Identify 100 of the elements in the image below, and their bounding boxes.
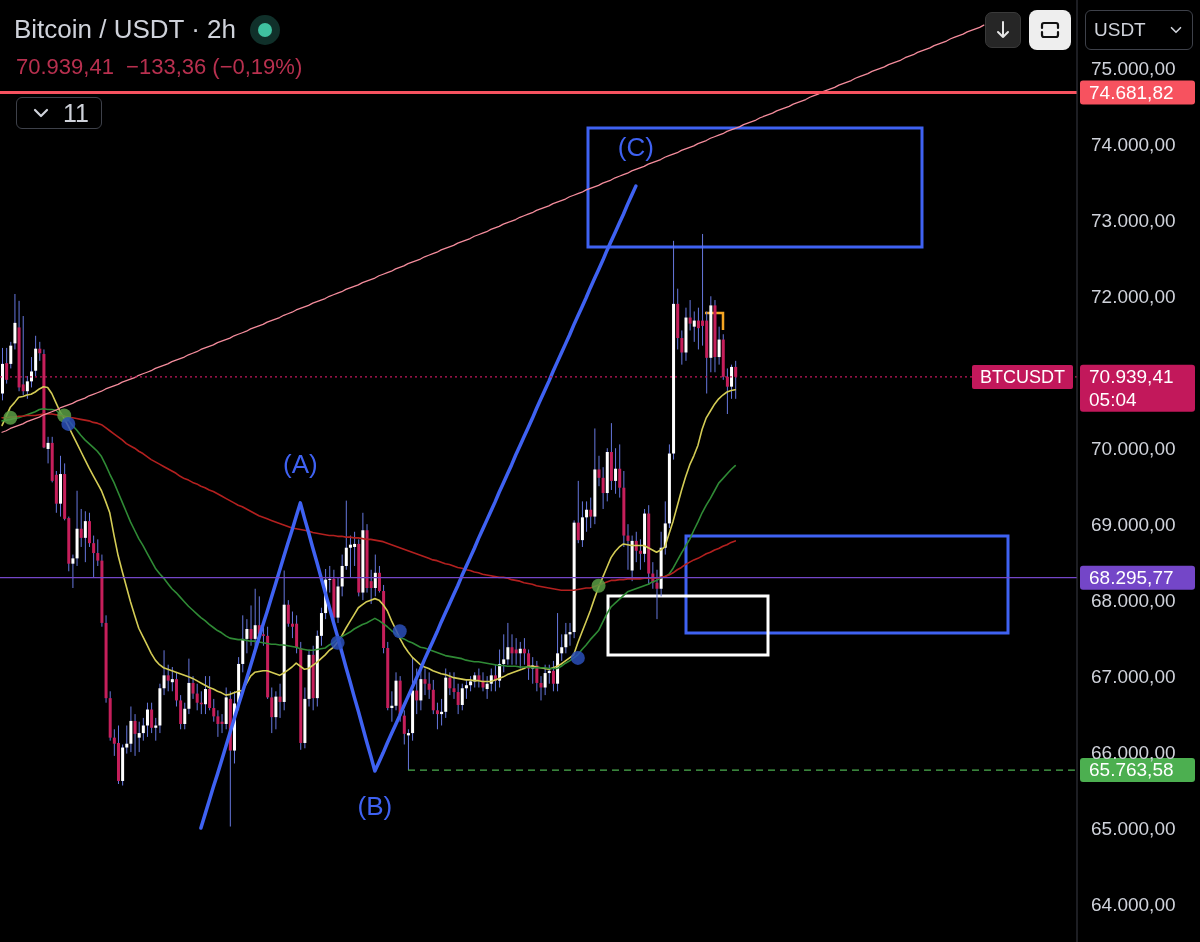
y-tick-label: 69.000,00 (1091, 513, 1176, 535)
candlestick (25, 375, 29, 400)
candlestick (448, 671, 452, 696)
candlestick (601, 466, 605, 510)
currency-dropdown: USDT (1085, 10, 1193, 50)
candlestick (353, 531, 357, 567)
point (392, 624, 407, 639)
ref-line-label: 70.939,41 05:04 (1089, 365, 1174, 410)
candlestick (502, 633, 506, 673)
candlestick (133, 713, 137, 757)
candlestick (9, 341, 13, 369)
candlestick (79, 508, 83, 548)
candlestick (328, 565, 332, 594)
point (61, 416, 76, 431)
candlestick (208, 675, 212, 711)
candlestick (162, 649, 166, 696)
candlestick (435, 702, 439, 730)
candlestick (564, 622, 568, 654)
candlestick (477, 668, 481, 689)
candlestick (154, 717, 158, 742)
candlestick (179, 694, 183, 730)
candlestick (129, 706, 133, 753)
annotation: BTCUSDT (972, 364, 1073, 389)
y-tick-label: 67.000,00 (1091, 665, 1176, 687)
point (330, 635, 345, 650)
candlestick (83, 510, 87, 563)
candlestick (692, 310, 696, 343)
candlestick (730, 364, 734, 400)
candlestick (348, 535, 352, 578)
candlestick (270, 687, 274, 734)
candlestick (30, 356, 33, 388)
candlestick (510, 633, 514, 666)
candlestick (71, 554, 75, 589)
candlestick (13, 293, 17, 350)
candlestick (373, 554, 377, 597)
point (591, 578, 606, 593)
candlestick (614, 447, 618, 495)
candlestick (626, 523, 630, 571)
candlestick (460, 683, 464, 711)
candlestick (174, 671, 178, 707)
candlestick (145, 702, 149, 738)
candlestick (274, 690, 278, 730)
candlestick (34, 335, 38, 377)
candlestick (655, 569, 659, 620)
candlestick (634, 531, 638, 563)
candlestick (319, 607, 323, 647)
candlestick (580, 500, 584, 548)
y-tick-label: 64.000,00 (1091, 893, 1176, 915)
ref-line-label: 68.295,77 (1089, 566, 1174, 588)
candlestick (543, 664, 547, 696)
data-label: (B) (357, 791, 393, 822)
candlestick (212, 698, 216, 723)
candlestick (589, 497, 593, 529)
candlestick (166, 664, 170, 692)
candlestick (96, 538, 100, 567)
ref-line-label: 74.681,82 (1089, 81, 1174, 103)
y-tick-label: 72.000,00 (1091, 286, 1176, 308)
candlestick (278, 683, 282, 719)
y-tick-label: 73.000,00 (1091, 210, 1176, 232)
candlestick (286, 599, 290, 628)
y-tick-label: 65.000,00 (1091, 817, 1176, 839)
y-tick-label: 74.000,00 (1091, 134, 1176, 156)
candlestick (344, 500, 348, 571)
candlestick (576, 480, 580, 544)
candlestick (340, 554, 344, 597)
line-series (199, 184, 638, 830)
candlestick (551, 660, 555, 692)
candlestick (431, 679, 435, 715)
candlestick (696, 307, 700, 350)
data-label: (A) (282, 448, 318, 479)
candlestick (506, 622, 510, 666)
candlestick (485, 675, 489, 700)
candlestick (183, 702, 187, 730)
candlestick (249, 604, 253, 647)
data-label: (C) (617, 132, 654, 163)
candlestick (402, 709, 406, 745)
candlestick (92, 535, 96, 578)
candlestick (419, 668, 423, 711)
candlestick (717, 326, 721, 366)
candlestick (452, 671, 456, 700)
candlestick (125, 724, 129, 755)
candlestick (680, 329, 684, 366)
candlestick (137, 721, 141, 753)
candlestick (688, 299, 692, 331)
y-tick-label: 68.000,00 (1091, 589, 1176, 611)
candlestick (150, 702, 154, 734)
candlestick (245, 618, 249, 654)
candlestick (195, 683, 199, 711)
candlestick (141, 717, 145, 742)
candlestick (170, 666, 174, 692)
candlestick (560, 633, 564, 662)
y-tick-label: 70.000,00 (1091, 437, 1176, 459)
annotation: 11 (63, 98, 89, 128)
candlestick (456, 683, 460, 715)
candlestick (423, 668, 427, 696)
candlestick (87, 512, 91, 548)
point (570, 650, 585, 665)
toggle-button: 11 (16, 97, 102, 129)
candlestick (638, 538, 642, 571)
candlestick (427, 671, 431, 700)
